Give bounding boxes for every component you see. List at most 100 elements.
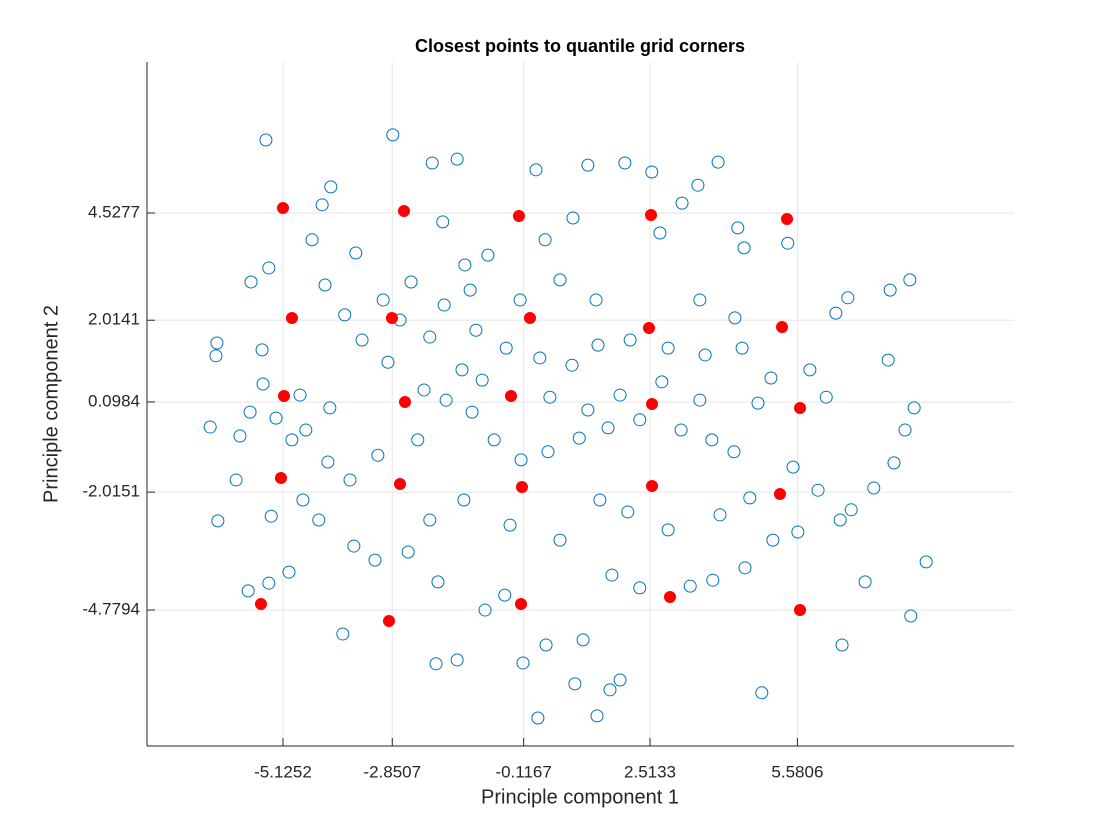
point: [285, 312, 298, 325]
point: [513, 293, 527, 307]
point: [735, 341, 749, 355]
y-tick-label: -2.0151: [82, 482, 140, 501]
y-tick-label: 2.0141: [88, 310, 140, 329]
point: [504, 390, 517, 403]
point: [210, 336, 224, 350]
point: [738, 561, 752, 575]
point: [919, 555, 933, 569]
point: [553, 533, 567, 547]
point: [315, 198, 329, 212]
point: [887, 456, 901, 470]
point: [469, 323, 483, 337]
point: [411, 433, 425, 447]
point: [786, 460, 800, 474]
point: [693, 293, 707, 307]
point: [282, 565, 296, 579]
point: [336, 627, 350, 641]
x-tick-label: 2.5133: [624, 762, 676, 781]
point: [633, 581, 647, 595]
point: [347, 539, 361, 553]
point: [285, 433, 299, 447]
point: [543, 390, 557, 404]
point: [711, 155, 725, 169]
point: [531, 711, 545, 725]
point: [618, 156, 632, 170]
point: [841, 291, 855, 305]
point: [568, 677, 582, 691]
point: [593, 493, 607, 507]
point: [450, 653, 464, 667]
x-tick-label: -2.8507: [363, 762, 421, 781]
point: [907, 401, 921, 415]
point: [883, 283, 897, 297]
point: [743, 491, 757, 505]
point: [633, 413, 647, 427]
point: [514, 453, 528, 467]
point: [269, 411, 283, 425]
point: [683, 579, 697, 593]
point: [589, 293, 603, 307]
x-axis-label: Principle component 1: [481, 786, 679, 808]
point: [256, 377, 270, 391]
point: [324, 180, 338, 194]
point: [274, 471, 287, 484]
y-tick-label: 4.5277: [88, 203, 140, 222]
point: [398, 396, 411, 409]
point: [404, 275, 418, 289]
point: [791, 525, 805, 539]
point: [450, 152, 464, 166]
point: [794, 604, 807, 617]
x-tick-label: -5.1252: [254, 762, 312, 781]
point: [781, 236, 795, 250]
point: [538, 233, 552, 247]
point: [811, 483, 825, 497]
y-tick-label: 0.0984: [88, 391, 140, 410]
point: [203, 420, 217, 434]
point: [731, 221, 745, 235]
point: [233, 429, 247, 443]
point: [323, 401, 337, 415]
point: [541, 445, 555, 459]
point: [299, 423, 313, 437]
point: [903, 273, 917, 287]
point: [590, 709, 604, 723]
point: [781, 213, 794, 226]
point: [706, 573, 720, 587]
point: [727, 445, 741, 459]
point: [431, 575, 445, 589]
point: [343, 473, 357, 487]
point: [381, 355, 395, 369]
point: [674, 423, 688, 437]
point: [417, 383, 431, 397]
point: [572, 431, 586, 445]
point: [566, 211, 580, 225]
y-axis-label: Principle component 2: [40, 305, 62, 503]
point: [338, 308, 352, 322]
point: [254, 597, 267, 610]
y-tick-label: -4.7794: [82, 600, 140, 619]
point: [663, 591, 676, 604]
point: [259, 133, 273, 147]
point: [653, 226, 667, 240]
point: [429, 657, 443, 671]
point: [623, 333, 637, 347]
point: [642, 322, 655, 335]
point: [487, 433, 501, 447]
point: [503, 518, 517, 532]
point: [844, 503, 858, 517]
point: [613, 388, 627, 402]
point: [691, 178, 705, 192]
point: [229, 473, 243, 487]
point: [514, 597, 527, 610]
point: [661, 523, 675, 537]
point: [515, 480, 528, 493]
point: [276, 202, 289, 215]
point: [455, 363, 469, 377]
point: [386, 128, 400, 142]
point: [565, 358, 579, 372]
point: [397, 204, 410, 217]
point: [423, 330, 437, 344]
point: [512, 210, 525, 223]
point: [458, 258, 472, 272]
